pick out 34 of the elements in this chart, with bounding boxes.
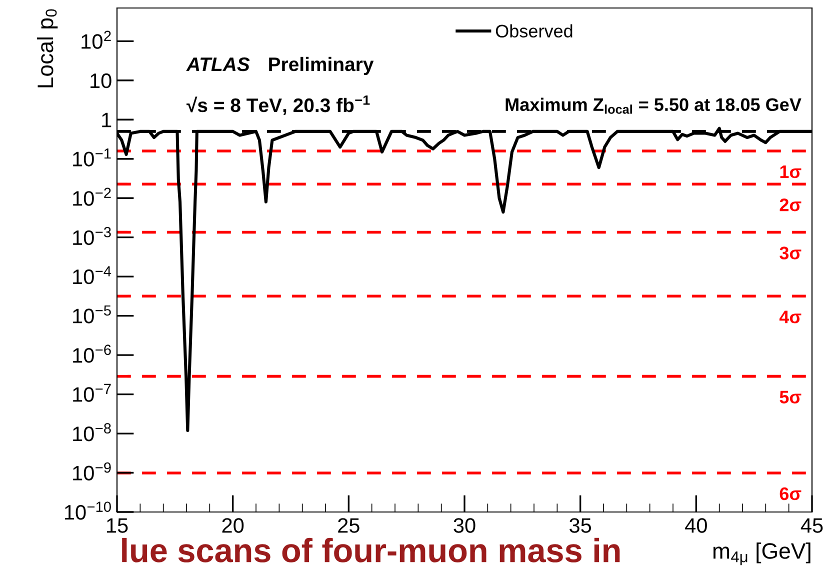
text: lue scans of four-muon mass in — [122, 538, 620, 562]
y-tick-label: 1 — [102, 112, 112, 128]
x-axis-title: m$_{4μ}$ [GeV] — [713, 542, 810, 566]
legend-label: Observed — [496, 24, 572, 38]
y-tick-label: 10$^{−9}$ — [73, 462, 111, 480]
ref-line-label: 2σ — [780, 198, 802, 212]
annotation: Preliminary — [269, 56, 374, 76]
ref-line-label: 1σ — [780, 166, 802, 178]
y-tick-label: 10$^{−7}$ — [73, 384, 111, 402]
y-tick-label: 10$^{−5}$ — [73, 305, 111, 324]
ref-line-label: 4σ — [779, 310, 802, 324]
y-tick-label: 10$^{−10}$ — [64, 502, 111, 520]
annotation: Maximum Z$_{local}$ = 5.50 at 18.05 GeV — [506, 98, 802, 114]
y-axis-title: Local p$_{0}$ — [36, 9, 58, 88]
y-tick-label: 10$^{−2}$ — [73, 188, 111, 206]
annotation: ATLAS — [186, 57, 250, 72]
x-tick-label: 45 — [800, 518, 823, 533]
x-tick-label: 25 — [338, 518, 360, 533]
y-tick-label: 10$^{−4}$ — [73, 266, 112, 284]
x-tick-label: 30 — [454, 518, 476, 533]
ref-line-label: 5σ — [780, 390, 802, 404]
x-tick-label: 20 — [222, 518, 244, 533]
y-tick-label: 10$^{2}$ — [82, 30, 111, 49]
x-tick-label: 15 — [107, 518, 128, 533]
x-tick-label: 40 — [685, 518, 707, 533]
ref-line-label: 6σ — [780, 487, 802, 500]
annotation: √s = 8 TeV, 20.3 fb$^{−1}$ — [186, 95, 370, 116]
ref-line-label: 3σ — [780, 246, 802, 260]
x-tick-label: 35 — [570, 518, 592, 533]
y-tick-label: 10 — [90, 73, 112, 88]
y-tick-label: 10$^{−3}$ — [73, 226, 111, 246]
y-tick-label: 10$^{−6}$ — [73, 344, 111, 363]
y-tick-label: 10$^{−1}$ — [73, 148, 111, 166]
y-tick-label: 10$^{−8}$ — [73, 423, 111, 442]
